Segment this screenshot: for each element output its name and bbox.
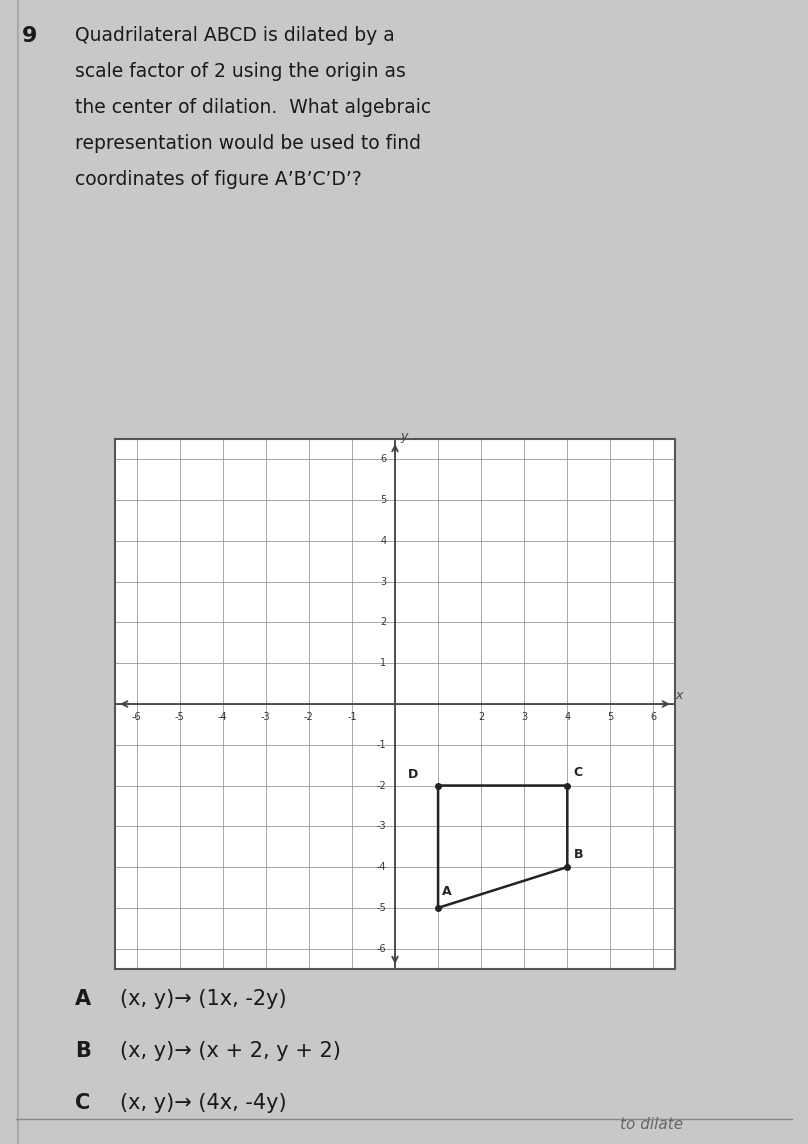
- Text: y: y: [400, 430, 407, 443]
- Text: x: x: [675, 690, 683, 702]
- Text: 6: 6: [381, 454, 386, 464]
- Text: B: B: [75, 1041, 90, 1060]
- Text: coordinates of figure A’B’C’D’?: coordinates of figure A’B’C’D’?: [75, 170, 362, 189]
- Text: 9: 9: [22, 26, 37, 46]
- Text: to dilate: to dilate: [620, 1117, 683, 1133]
- Text: C: C: [75, 1093, 90, 1113]
- Text: -6: -6: [132, 713, 141, 722]
- Text: -2: -2: [304, 713, 314, 722]
- Text: A: A: [443, 884, 452, 898]
- Text: (x, y)→ (4x, -4y): (x, y)→ (4x, -4y): [120, 1093, 287, 1113]
- Text: -2: -2: [377, 780, 386, 791]
- Text: 2: 2: [380, 618, 386, 627]
- Text: 5: 5: [380, 495, 386, 506]
- Text: 6: 6: [650, 713, 657, 722]
- Text: 4: 4: [381, 535, 386, 546]
- Text: C: C: [574, 766, 583, 779]
- Text: -3: -3: [377, 821, 386, 832]
- Text: 2: 2: [478, 713, 484, 722]
- Text: (x, y)→ (x + 2, y + 2): (x, y)→ (x + 2, y + 2): [120, 1041, 341, 1060]
- Text: representation would be used to find: representation would be used to find: [75, 134, 421, 153]
- Text: -3: -3: [261, 713, 271, 722]
- Text: A: A: [75, 990, 91, 1009]
- Text: 1: 1: [381, 658, 386, 668]
- Text: -5: -5: [377, 903, 386, 913]
- Text: -6: -6: [377, 944, 386, 954]
- Text: Quadrilateral ABCD is dilated by a: Quadrilateral ABCD is dilated by a: [75, 26, 395, 45]
- Text: -4: -4: [377, 863, 386, 872]
- Text: D: D: [408, 769, 419, 781]
- Text: -5: -5: [175, 713, 184, 722]
- Text: -1: -1: [377, 740, 386, 749]
- Text: 3: 3: [381, 577, 386, 587]
- Text: -1: -1: [347, 713, 357, 722]
- Text: 3: 3: [521, 713, 528, 722]
- Text: the center of dilation.  What algebraic: the center of dilation. What algebraic: [75, 98, 431, 117]
- Text: -4: -4: [218, 713, 228, 722]
- Text: B: B: [574, 848, 583, 861]
- Text: (x, y)→ (1x, -2y): (x, y)→ (1x, -2y): [120, 990, 287, 1009]
- Text: 5: 5: [608, 713, 613, 722]
- Text: 4: 4: [564, 713, 570, 722]
- Text: scale factor of 2 using the origin as: scale factor of 2 using the origin as: [75, 62, 406, 81]
